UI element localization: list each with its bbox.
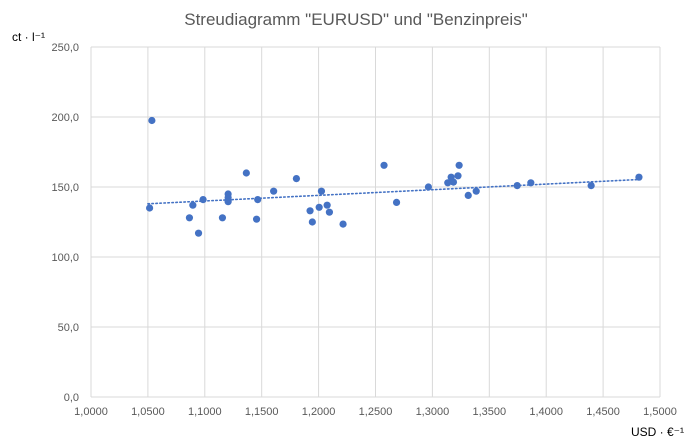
y-tick-label: 50,0 <box>58 322 79 334</box>
data-point <box>308 218 316 226</box>
data-point <box>194 229 203 237</box>
data-point <box>199 196 207 204</box>
data-point <box>224 198 232 206</box>
y-tick-label: 250,0 <box>51 42 79 54</box>
data-point <box>292 175 301 183</box>
data-point <box>185 214 194 222</box>
trendline <box>147 178 644 205</box>
data-point <box>254 196 262 204</box>
grid-lines <box>90 46 661 398</box>
data-point <box>527 179 535 187</box>
data-point <box>444 179 452 187</box>
data-point <box>392 198 401 206</box>
data-points <box>146 116 643 237</box>
data-point <box>449 178 458 186</box>
data-point <box>315 203 323 211</box>
data-point <box>317 187 326 195</box>
x-tick-label: 1,4500 <box>586 406 620 418</box>
data-point <box>325 208 334 216</box>
x-tick-label: 1,0000 <box>74 406 108 418</box>
data-point <box>513 182 521 190</box>
data-point <box>242 169 250 177</box>
x-tick-label: 1,1500 <box>245 406 279 418</box>
data-point <box>218 214 227 222</box>
x-tick-label: 1,3500 <box>472 406 506 418</box>
data-point <box>454 172 462 180</box>
x-tick-label: 1,2000 <box>302 406 336 418</box>
data-point <box>472 187 480 195</box>
chart-title: Streudiagramm "EURUSD" und "Benzinpreis" <box>184 10 528 29</box>
data-point <box>323 201 331 209</box>
data-point <box>270 187 278 195</box>
y-tick-label: 0,0 <box>64 392 79 404</box>
x-tick-label: 1,5000 <box>643 406 677 418</box>
data-point <box>148 116 156 125</box>
y-tick-label: 150,0 <box>51 182 79 194</box>
y-tick-label: 200,0 <box>51 112 79 124</box>
data-point <box>464 191 472 199</box>
tick-labels: 1,0000 1,0500 1,1000 1,1500 1,2000 1,2500 1,30… <box>51 42 676 418</box>
data-point <box>424 183 433 191</box>
x-tick-label: 1,2500 <box>359 406 393 418</box>
data-point <box>635 173 643 181</box>
data-point <box>252 215 261 223</box>
x-tick-label: 1,3000 <box>416 406 450 418</box>
trendline-group <box>147 178 644 205</box>
data-point <box>455 161 463 169</box>
x-tick-label: 1,0500 <box>131 406 165 418</box>
y-axis-label: ct · l⁻¹ <box>12 30 45 44</box>
data-point <box>339 220 347 228</box>
data-point <box>306 207 314 215</box>
data-point <box>587 182 595 190</box>
x-tick-label: 1,4000 <box>529 406 563 418</box>
data-point <box>380 161 388 169</box>
x-tick-label: 1,1000 <box>188 406 222 418</box>
x-axis-label: USD · €⁻¹ <box>631 425 684 439</box>
data-point <box>189 201 197 209</box>
y-tick-label: 100,0 <box>51 252 79 264</box>
data-point <box>146 204 154 212</box>
